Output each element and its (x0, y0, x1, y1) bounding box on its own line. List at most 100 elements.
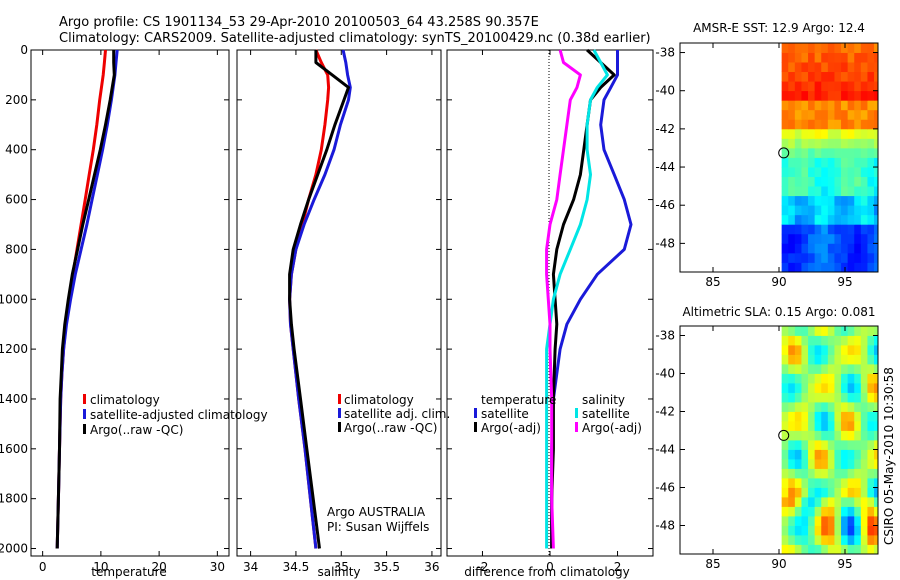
heatmap-cell (788, 262, 796, 272)
y-tick-label: 1400 (0, 392, 28, 406)
heatmap-cell (808, 487, 816, 498)
heatmap-cell (821, 544, 829, 554)
heatmap-cell (814, 243, 822, 254)
heatmap-cell (841, 440, 849, 450)
heatmap-cell (854, 516, 862, 526)
heatmap-cell (860, 43, 868, 53)
heatmap-cell (847, 157, 855, 168)
heatmap-cell (867, 81, 875, 92)
heatmap-cell (860, 195, 868, 206)
series-line-temperature-satellite (550, 50, 633, 549)
heatmap-cell (854, 81, 862, 92)
heatmap-cell (834, 252, 842, 263)
heatmap-cell (841, 176, 849, 187)
heatmap-cell (874, 90, 878, 101)
heatmap-cell (821, 449, 829, 460)
heatmap-cell (854, 243, 862, 254)
heatmap-cell (834, 157, 842, 168)
heatmap-cell (821, 176, 829, 187)
heatmap-cell (834, 128, 842, 139)
heatmap-cell (874, 109, 878, 120)
heatmap-cell (801, 506, 809, 517)
heatmap-cell (867, 43, 875, 53)
heatmap-cell (814, 90, 822, 101)
heatmap-cell (854, 119, 862, 130)
heatmap-cell (860, 71, 868, 82)
heatmap-cell (794, 544, 802, 554)
heatmap-cell (808, 119, 816, 130)
legend-swatch-satellite (338, 408, 341, 418)
heatmap-cell (860, 205, 868, 216)
heatmap-cell (821, 109, 829, 120)
heatmap-cell (860, 497, 868, 507)
x-tick-label: 90 (771, 557, 786, 571)
heatmap-cell (821, 224, 829, 235)
heatmap-cell (841, 535, 849, 545)
heatmap-cell (801, 90, 809, 101)
heatmap-cell (794, 90, 802, 101)
heatmap-cell (867, 128, 875, 139)
heatmap-cell (788, 392, 796, 403)
heatmap-cell (781, 335, 789, 346)
heatmap-cell (814, 345, 822, 355)
heatmap-cell (781, 138, 789, 149)
heatmap-cell (874, 354, 878, 365)
heatmap-cell (854, 383, 862, 393)
heatmap-cell (860, 147, 868, 158)
legend-label-satellite: satellite-adjusted climatology (90, 408, 268, 422)
heatmap-cell (827, 487, 835, 498)
heatmap-cell (854, 478, 862, 488)
heatmap-cell (827, 243, 835, 254)
heatmap-cell (781, 487, 789, 498)
heatmap-cell (867, 535, 875, 545)
heatmap-cell (788, 138, 796, 149)
heatmap-cell (860, 459, 868, 469)
x-tick-label: 95 (837, 275, 852, 289)
heatmap-cell (827, 335, 835, 346)
heatmap-cell (781, 459, 789, 469)
heatmap-cell (860, 468, 868, 479)
heatmap-cell (794, 459, 802, 469)
heatmap-cell (814, 373, 822, 384)
heatmap-cell (834, 392, 842, 403)
heatmap-cell (821, 535, 829, 545)
heatmap-cell (808, 243, 816, 254)
heatmap-cell (834, 224, 842, 235)
heatmap-cell (841, 487, 849, 498)
heatmap-cell (847, 383, 855, 393)
heatmap-cell (808, 345, 816, 355)
heatmap-cell (794, 205, 802, 216)
heatmap-cell (794, 516, 802, 526)
heatmap-cell (867, 43, 875, 44)
heatmap-cell (814, 478, 822, 488)
heatmap-cell (788, 90, 796, 101)
heatmap-cell (834, 214, 842, 225)
heatmap-cell (801, 109, 809, 120)
heatmap-cell (808, 167, 816, 177)
heatmap-cell (841, 516, 849, 526)
heatmap-cell (867, 326, 875, 336)
heatmap-cell (867, 262, 875, 272)
difference-legend: temperature satellite Argo(-adj) salinit… (474, 393, 642, 435)
heatmap-cell (827, 459, 835, 469)
heatmap-cell (781, 421, 789, 431)
heatmap-cell (854, 52, 862, 63)
heatmap-cell (821, 62, 829, 73)
heatmap-cell (814, 186, 822, 197)
heatmap-cell (788, 128, 796, 139)
heatmap-cell (847, 119, 855, 130)
heatmap-cell (781, 214, 789, 225)
heatmap-cell (788, 52, 796, 63)
heatmap-cell (814, 449, 822, 460)
heatmap-cell (821, 497, 829, 507)
x-tick-label: 20 (151, 560, 166, 574)
heatmap-cell (854, 525, 862, 536)
y-tick-label: -46 (655, 481, 675, 495)
heatmap-cell (794, 252, 802, 263)
heatmap-cell (874, 100, 878, 111)
heatmap-cell (801, 497, 809, 507)
heatmap-cell (854, 186, 862, 197)
heatmap-cell (781, 233, 789, 244)
heatmap-cell (821, 252, 829, 263)
temperature-xlabel: temperature (91, 565, 166, 579)
